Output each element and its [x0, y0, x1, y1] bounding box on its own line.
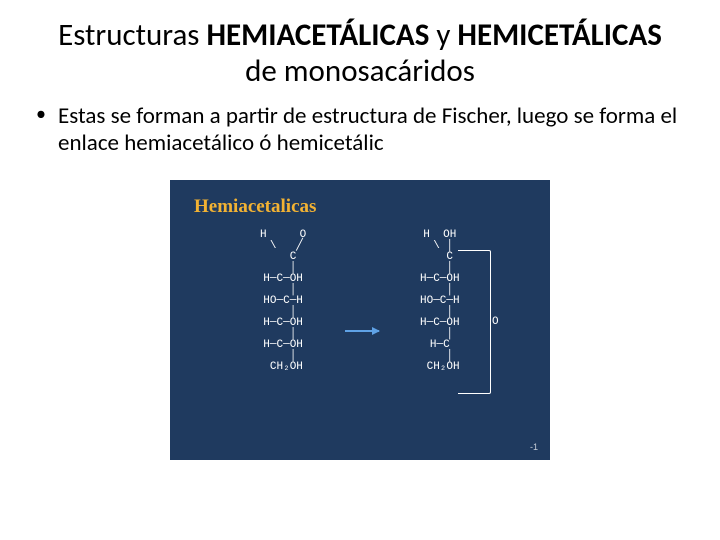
bridge-oxygen-label: O	[492, 316, 499, 328]
bullet-item: • Estas se forman a partir de estructura…	[36, 103, 684, 157]
title-part1: Estructuras	[58, 16, 206, 54]
diagram-container: Hemiacetalicas H O \ ╱ C │ H─C─OH │ HO─C…	[0, 180, 720, 460]
bullet-text: Estas se forman a partir de estructura d…	[58, 103, 684, 157]
title-part3: de monosacáridos	[245, 52, 475, 90]
title-bold1: HEMIACETÁLICAS	[206, 16, 429, 54]
slide: Estructuras HEMIACETÁLICAS y HEMICETÁLIC…	[0, 18, 720, 540]
title-part2: y	[429, 16, 457, 54]
fischer-structure-right: H OH \ │ C │ H─C─OH │ HO─C─H │ H─C─OH │ …	[420, 230, 460, 373]
reaction-arrow-icon	[345, 330, 379, 332]
slide-footer-number: -1	[530, 442, 538, 452]
bullet-dot-icon: •	[36, 103, 58, 157]
hemiacetal-diagram: Hemiacetalicas H O \ ╱ C │ H─C─OH │ HO─C…	[170, 180, 550, 460]
diagram-label: Hemiacetalicas	[194, 196, 316, 218]
slide-title: Estructuras HEMIACETÁLICAS y HEMICETÁLIC…	[40, 18, 680, 89]
title-bold2: HEMICETÁLICAS	[457, 16, 661, 54]
oxygen-bridge-line	[458, 250, 491, 394]
fischer-structure-left: H O \ ╱ C │ H─C─OH │ HO─C─H │ H─C─OH │ H…	[260, 230, 306, 373]
